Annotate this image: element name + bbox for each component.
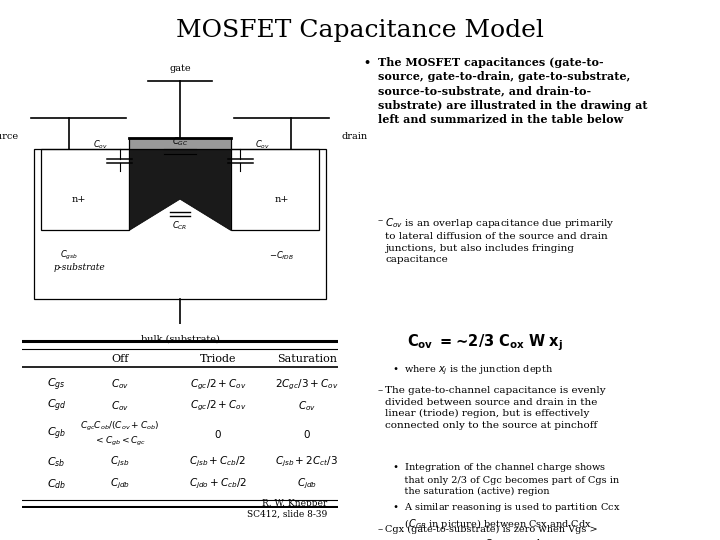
Bar [130, 138, 230, 149]
Text: The gate-to-channel capacitance is evenly
divided between source and drain in th: The gate-to-channel capacitance is evenl… [385, 386, 606, 430]
Text: gate: gate [169, 64, 191, 73]
Text: $C_{gc}C_{ob}/(C_{ov}+C_{ob})$: $C_{gc}C_{ob}/(C_{ov}+C_{ob})$ [80, 420, 159, 433]
Text: $C_{sb}$: $C_{sb}$ [47, 455, 66, 469]
Text: $C_{jdb}$: $C_{jdb}$ [109, 477, 130, 491]
Text: –: – [378, 216, 383, 225]
Bar [35, 149, 325, 299]
Text: bulk (substrate): bulk (substrate) [140, 335, 220, 344]
Text: $\bullet$  where $x_j$ is the junction depth: $\bullet$ where $x_j$ is the junction de… [392, 364, 554, 377]
Text: $C_{ov}$: $C_{ov}$ [255, 138, 270, 151]
Text: Triode: Triode [199, 354, 236, 363]
Text: $C_{db}$: $C_{db}$ [47, 477, 66, 491]
Text: $C_{ov}$: $C_{ov}$ [94, 138, 108, 151]
Text: $-C_{fDB}$: $-C_{fDB}$ [269, 249, 294, 261]
Text: $C_{jdb}$: $C_{jdb}$ [297, 477, 317, 491]
Text: –: – [378, 386, 383, 395]
Text: $C_{CR}$: $C_{CR}$ [172, 219, 188, 232]
Bar [40, 149, 130, 231]
Text: –: – [378, 525, 383, 534]
Polygon shape [130, 149, 230, 231]
Text: $C_{ov}$ is an overlap capacitance due primarily
to lateral diffusion of the sou: $C_{ov}$ is an overlap capacitance due p… [385, 216, 615, 265]
Text: $C_{ov}$: $C_{ov}$ [111, 399, 129, 413]
Text: The MOSFET capacitances (gate-to-
source, gate-to-drain, gate-to-substrate,
sour: The MOSFET capacitances (gate-to- source… [378, 57, 647, 125]
Text: MOSFET Capacitance Model: MOSFET Capacitance Model [176, 19, 544, 42]
Text: $C_{jsb}$: $C_{jsb}$ [110, 455, 130, 469]
Text: $0$: $0$ [214, 428, 222, 440]
Text: $\mathbf{C_{ov}}$ $\mathbf{=\!\sim\!2/3\ C_{ox}\ W\ x_j}$: $\mathbf{C_{ov}}$ $\mathbf{=\!\sim\!2/3\… [407, 332, 563, 353]
Text: n+: n+ [274, 195, 289, 204]
Text: $C_{gd}$: $C_{gd}$ [47, 398, 67, 414]
Text: $C_{jdo}+C_{cb}/2$: $C_{jdo}+C_{cb}/2$ [189, 477, 247, 491]
Text: p-substrate: p-substrate [53, 264, 105, 272]
Text: drain: drain [341, 132, 368, 141]
Text: $2C_{gc}/3+C_{ov}$: $2C_{gc}/3+C_{ov}$ [275, 377, 338, 392]
Text: source: source [0, 132, 19, 141]
Text: $C_{ov}$: $C_{ov}$ [111, 377, 129, 392]
Text: $< C_{gb} < C_{gc}$: $< C_{gb} < C_{gc}$ [94, 435, 146, 448]
Text: $C_{GC}$: $C_{GC}$ [172, 135, 188, 148]
Text: $C_{gs}$: $C_{gs}$ [47, 376, 66, 393]
Text: $\bullet$  A similar reasoning is used to partition Ccx
    ($C_{GB}$ in picture: $\bullet$ A similar reasoning is used to… [392, 501, 621, 531]
Text: $\bullet$  Integration of the channel charge shows
    that only 2/3 of Cgc beco: $\bullet$ Integration of the channel cha… [392, 461, 619, 496]
Text: $C_{gc}/2+C_{ov}$: $C_{gc}/2+C_{ov}$ [189, 399, 246, 413]
Text: $C_{jsb}+2C_{ct}/3$: $C_{jsb}+2C_{ct}/3$ [275, 455, 338, 469]
Text: Cgx (gate-to-substrate) is zero when Vgs >
Vt, but increases to $C_{ox}$W(L$-$2$: Cgx (gate-to-substrate) is zero when Vgs… [385, 525, 598, 540]
Text: $C_{gsb}$: $C_{gsb}$ [60, 249, 78, 262]
Text: Saturation: Saturation [276, 354, 337, 363]
Text: $C_{gb}$: $C_{gb}$ [47, 426, 66, 442]
Text: R. W. Knepper
SC412, slide 8-39: R. W. Knepper SC412, slide 8-39 [248, 500, 328, 519]
Text: Off: Off [111, 354, 128, 363]
Bar [230, 149, 320, 231]
Text: •: • [364, 57, 371, 68]
Text: $C_{gc}/2+C_{ov}$: $C_{gc}/2+C_{ov}$ [189, 377, 246, 392]
Text: n+: n+ [71, 195, 86, 204]
Text: $0$: $0$ [303, 428, 310, 440]
Text: $C_{jsb}+C_{cb}/2$: $C_{jsb}+C_{cb}/2$ [189, 455, 247, 469]
Text: $C_{ov}$: $C_{ov}$ [297, 399, 316, 413]
